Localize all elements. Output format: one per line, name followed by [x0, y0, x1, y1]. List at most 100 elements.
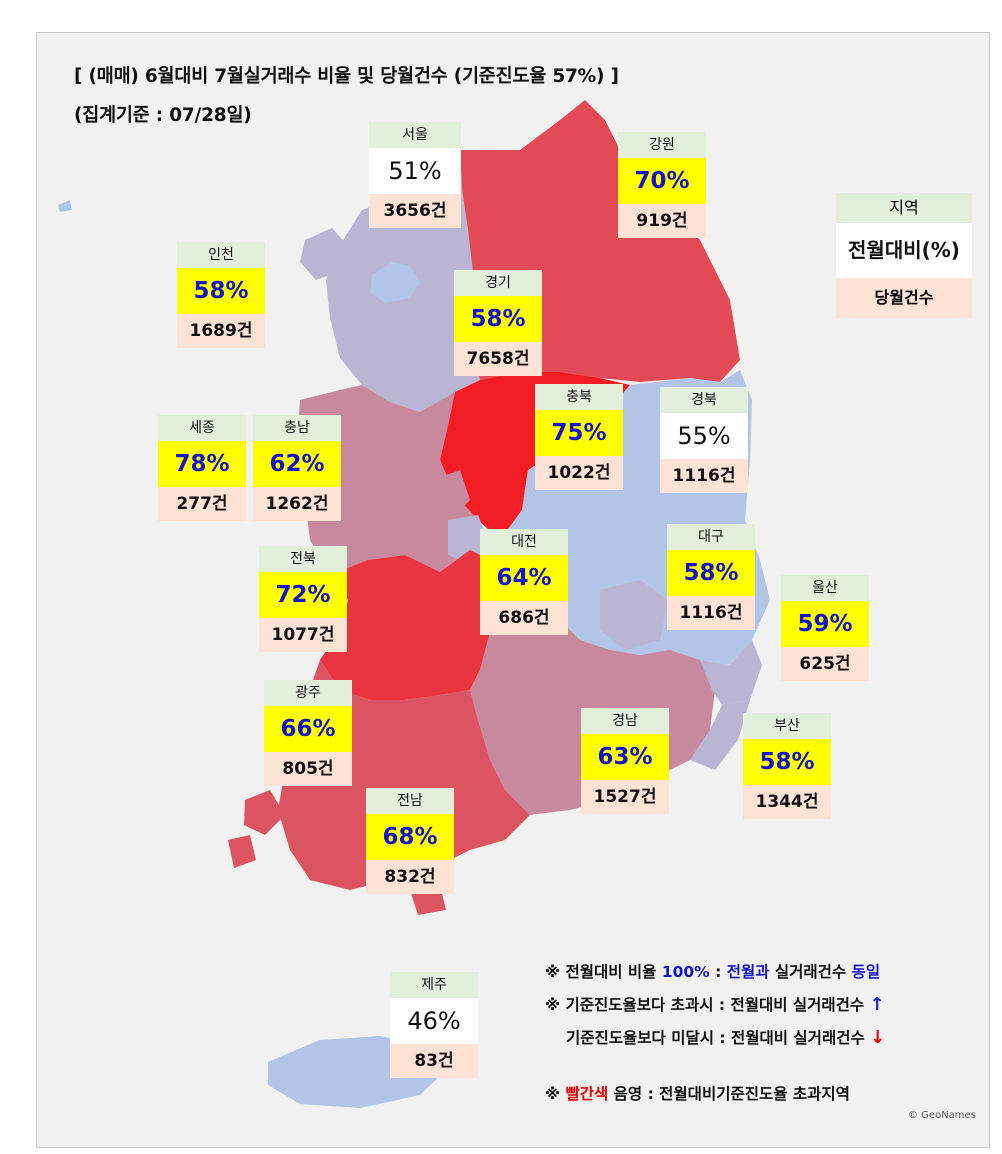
card-busan: 부산 58% 1344건 [743, 713, 831, 819]
note-2-text: ※ 기준진도율보다 초과시 : 전월대비 실거래건수 [545, 996, 870, 1014]
region-name: 경남 [581, 708, 669, 734]
card-gwangju: 광주 66% 805건 [264, 680, 352, 786]
region-jeonnam-islands [228, 790, 446, 915]
region-name: 대구 [667, 524, 755, 550]
region-name: 대전 [480, 529, 568, 555]
card-jeju: 제주 46% 83건 [390, 972, 478, 1078]
region-name: 강원 [618, 132, 706, 158]
legend-pct-label: 전월대비(%) [836, 223, 972, 278]
region-name: 세종 [158, 415, 246, 441]
region-ulsan [700, 640, 762, 705]
region-count: 277건 [158, 487, 246, 521]
card-sejong: 세종 78% 277건 [158, 415, 246, 521]
note-4-prefix: ※ [545, 1085, 566, 1103]
map-subtitle: (집계기준 : 07/28일) [74, 105, 252, 126]
geonames-credit: © GeoNames [908, 1110, 976, 1121]
region-pct: 58% [454, 296, 542, 342]
card-ulsan: 울산 59% 625건 [781, 575, 869, 681]
legend-region-label: 지역 [836, 193, 972, 223]
region-incheon [300, 228, 348, 280]
region-pct: 75% [535, 410, 623, 456]
region-count: 1116건 [660, 459, 748, 493]
note-4-red: 빨간색 [565, 1085, 609, 1103]
region-name: 제주 [390, 972, 478, 998]
note-1-prefix: ※ 전월대비 비율 [545, 963, 662, 981]
note-4-text: 음영 : 전월대비기준진도율 초과지역 [608, 1085, 850, 1103]
card-gyeongbuk: 경북 55% 1116건 [660, 387, 748, 493]
region-count: 1116건 [667, 596, 755, 630]
note-1-same: 동일 [851, 963, 881, 981]
region-count: 3656건 [369, 194, 461, 228]
region-pct: 46% [390, 998, 478, 1044]
region-jeonbuk [320, 550, 500, 700]
arrow-up-icon: ↑ [869, 994, 885, 1015]
note-line-4: ※ 빨간색 음영 : 전월대비기준진도율 초과지역 [545, 1082, 850, 1104]
note-1-mid: : [709, 963, 727, 981]
region-pct: 58% [667, 550, 755, 596]
region-daegu [600, 580, 668, 650]
region-small-island [58, 200, 72, 212]
region-pct: 59% [781, 601, 869, 647]
region-sejong [436, 470, 470, 515]
region-count: 919건 [618, 204, 706, 238]
region-name: 전남 [366, 788, 454, 814]
region-pct: 64% [480, 555, 568, 601]
region-name: 서울 [369, 122, 461, 148]
region-pct: 62% [253, 441, 341, 487]
region-count: 7658건 [454, 342, 542, 376]
region-pct: 63% [581, 734, 669, 780]
region-name: 울산 [781, 575, 869, 601]
region-busan [690, 700, 750, 770]
region-count: 1022건 [535, 456, 623, 490]
card-chungnam: 충남 62% 1262건 [253, 415, 341, 521]
region-pct: 72% [259, 572, 347, 618]
region-name: 충북 [535, 384, 623, 410]
region-pct: 66% [264, 706, 352, 752]
arrow-down-icon: ↓ [870, 1027, 886, 1048]
note-line-2: ※ 기준진도율보다 초과시 : 전월대비 실거래건수 ↑ [545, 993, 885, 1015]
note-line-3: 기준진도율보다 미달시 : 전월대비 실거래건수 ↓ [566, 1026, 885, 1048]
region-daejeon [448, 515, 490, 565]
region-name: 전북 [259, 546, 347, 572]
region-name: 충남 [253, 415, 341, 441]
region-count: 832건 [366, 860, 454, 894]
region-name: 부산 [743, 713, 831, 739]
region-count: 1689건 [177, 314, 265, 348]
region-seoul [370, 262, 420, 303]
region-pct: 70% [618, 158, 706, 204]
region-name: 광주 [264, 680, 352, 706]
region-count: 686건 [480, 601, 568, 635]
region-count: 805건 [264, 752, 352, 786]
region-count: 1262건 [253, 487, 341, 521]
note-line-1: ※ 전월대비 비율 100% : 전월과 실거래건수 동일 [545, 960, 880, 982]
card-gyeongnam: 경남 63% 1527건 [581, 708, 669, 814]
region-count: 1527건 [581, 780, 669, 814]
card-jeonnam: 전남 68% 832건 [366, 788, 454, 894]
region-pct: 78% [158, 441, 246, 487]
map-title: [ (매매) 6월대비 7월실거래수 비율 및 당월건수 (기준진도율 57%)… [74, 66, 619, 87]
card-gyeonggi: 경기 58% 7658건 [454, 270, 542, 376]
region-pct: 58% [177, 268, 265, 314]
legend-box: 지역 전월대비(%) 당월건수 [836, 193, 972, 318]
card-chungbuk: 충북 75% 1022건 [535, 384, 623, 490]
region-count: 625건 [781, 647, 869, 681]
region-pct: 51% [369, 148, 461, 194]
card-incheon: 인천 58% 1689건 [177, 242, 265, 348]
region-pct: 55% [660, 413, 748, 459]
region-pct: 58% [743, 739, 831, 785]
region-pct: 68% [366, 814, 454, 860]
card-daejeon: 대전 64% 686건 [480, 529, 568, 635]
region-count: 1344건 [743, 785, 831, 819]
card-gangwon: 강원 70% 919건 [618, 132, 706, 238]
card-seoul: 서울 51% 3656건 [369, 122, 461, 228]
note-1-text: 실거래건수 [769, 963, 852, 981]
region-name: 경기 [454, 270, 542, 296]
note-1-pct: 100% [661, 963, 710, 981]
region-count: 83건 [390, 1044, 478, 1078]
note-1-blue: 전월과 [726, 963, 770, 981]
card-jeonbuk: 전북 72% 1077건 [259, 546, 347, 652]
region-name: 인천 [177, 242, 265, 268]
region-count: 1077건 [259, 618, 347, 652]
legend-count-label: 당월건수 [836, 278, 972, 318]
region-name: 경북 [660, 387, 748, 413]
